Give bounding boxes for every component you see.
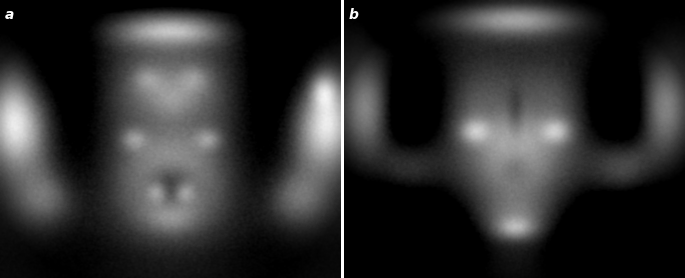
Text: a: a <box>5 8 14 22</box>
Text: b: b <box>349 8 358 22</box>
